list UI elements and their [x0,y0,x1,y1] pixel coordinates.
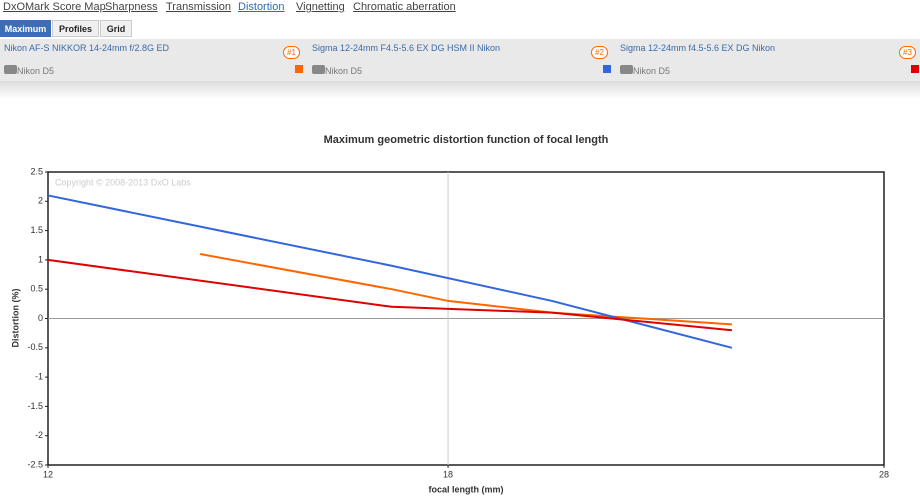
camera-name: Nikon D5 [325,66,363,76]
camera-icon [4,65,17,74]
lens-color [911,65,919,73]
nav-link[interactable]: Distortion [238,1,285,13]
y-axis-label: Distortion (%) [10,289,20,348]
x-tick-label: 28 [879,469,889,479]
camera-icon [312,65,325,74]
y-tick-label: -2.5 [27,459,43,469]
nav-link[interactable]: Sharpness [105,1,158,13]
camera-name: Nikon D5 [17,66,55,76]
lens-badge[interactable]: #1 [283,46,300,59]
y-tick-label: 1.5 [30,225,43,235]
nav-link[interactable]: Vignetting [296,1,345,13]
lens-name[interactable]: Sigma 12-24mm F4.5-5.6 EX DG HSM II Niko… [312,43,501,53]
series-line [47,258,733,332]
panel-shadow [0,81,920,99]
tab[interactable]: Maximum [0,20,51,37]
lens-badge[interactable]: #3 [899,46,916,59]
y-tick-label: 2 [38,196,43,206]
lens-panel [0,39,920,81]
y-tick-label: -1 [35,371,43,381]
nav-link[interactable]: DxOMark Score Map [3,1,106,13]
camera-name: Nikon D5 [633,66,671,76]
lens-name[interactable]: Sigma 12-24mm f4.5-5.6 EX DG Nikon [620,43,776,53]
x-axis-label: focal length (mm) [428,484,503,494]
y-tick-label: -2 [35,430,43,440]
watermark: Copyright © 2008-2013 DxO Labs [55,177,191,187]
chart-title: Maximum geometric distortion function of… [324,134,609,146]
y-tick-label: 1 [38,254,43,264]
camera-icon [620,65,633,74]
lens-name[interactable]: Nikon AF-S NIKKOR 14-24mm f/2.8G ED [4,43,170,53]
y-tick-label: -1.5 [27,401,43,411]
tab[interactable]: Profiles [52,20,99,37]
lens-color [603,65,611,73]
x-tick-label: 12 [43,469,53,479]
tab[interactable]: Grid [100,20,132,37]
series-line [47,194,733,349]
lens-badge[interactable]: #2 [591,46,608,59]
x-tick-label: 18 [443,469,453,479]
lens-color [295,65,303,73]
y-tick-label: 0 [38,313,43,323]
nav-link[interactable]: Chromatic aberration [353,1,456,13]
y-tick-label: -0.5 [27,342,43,352]
nav-link[interactable]: Transmission [166,1,231,13]
y-tick-label: 0.5 [30,284,43,294]
y-tick-label: 2.5 [30,166,43,176]
